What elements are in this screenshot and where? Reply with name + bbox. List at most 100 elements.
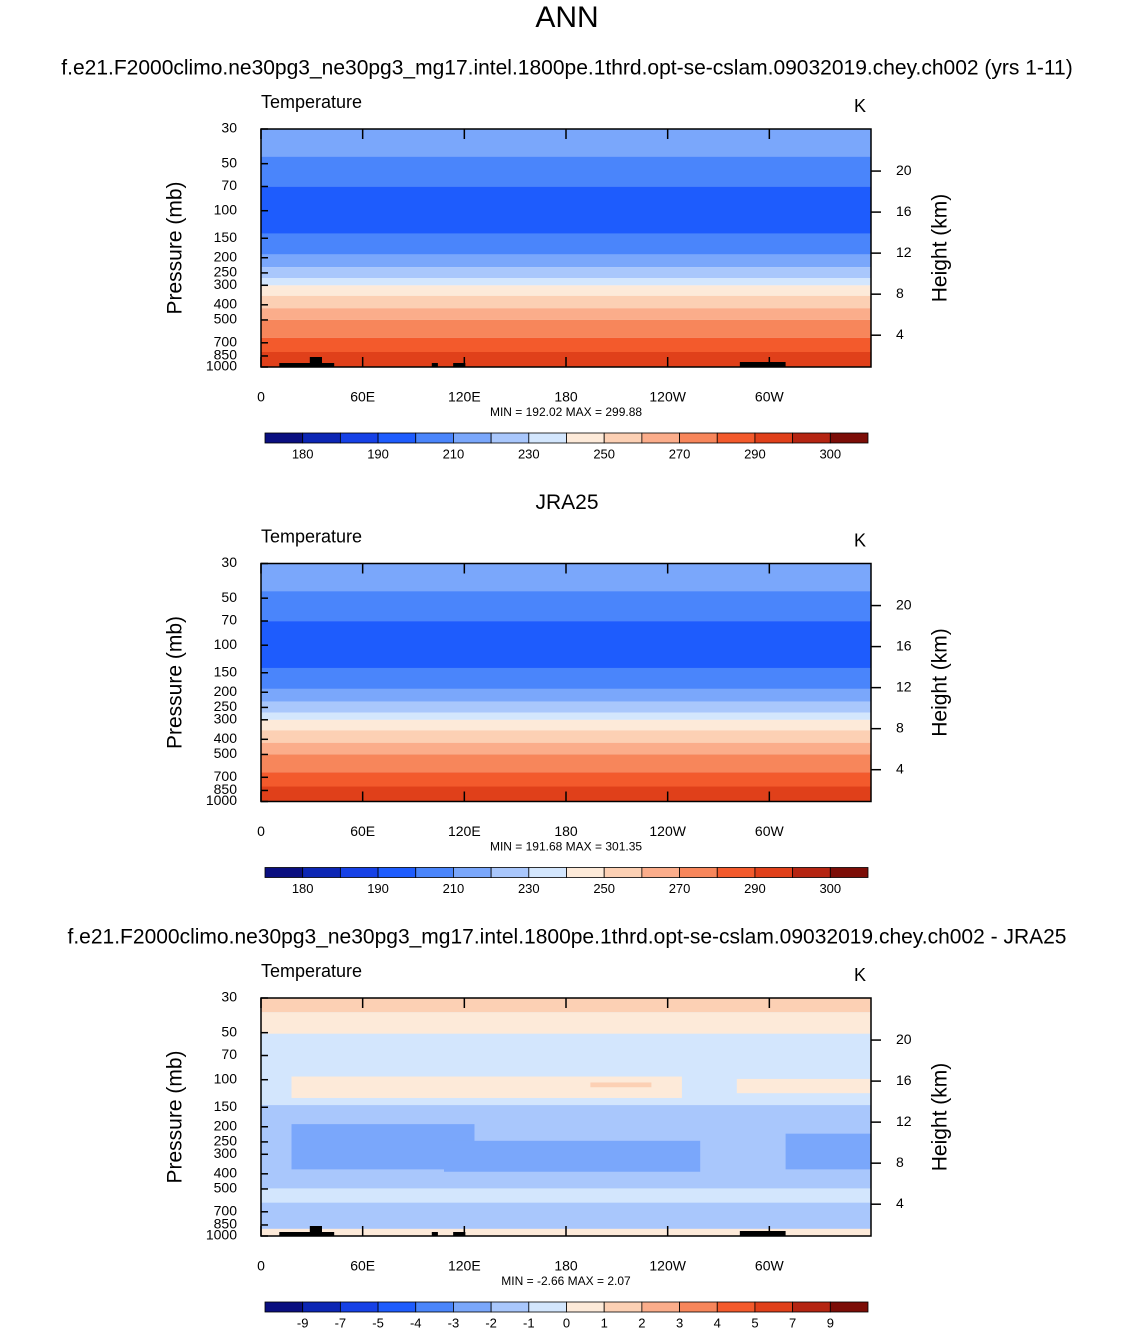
y2-tick-label: 16: [896, 1072, 912, 1088]
y2-tick-label: 4: [896, 1195, 904, 1211]
x-tick-label: 60W: [755, 389, 785, 405]
x-tick-label: 120W: [649, 389, 686, 405]
y-tick-label: 1000: [206, 358, 237, 374]
y-tick-label: 300: [214, 276, 238, 292]
y-tick-label: 1000: [206, 1227, 237, 1243]
colorbar-label: 270: [669, 881, 691, 896]
colorbar-box: [528, 1301, 567, 1313]
units: K: [854, 965, 866, 985]
colorbar-label: -3: [448, 1315, 460, 1330]
terrain: [431, 363, 438, 367]
y-tick-label: 500: [214, 311, 238, 327]
x-tick-label: 120E: [448, 1258, 481, 1274]
colorbar-box: [829, 867, 869, 878]
terrain: [739, 1231, 786, 1236]
colorbar-box: [377, 867, 417, 878]
contour-fill: [261, 337, 871, 353]
colorbar-label: -9: [297, 1315, 309, 1330]
colorbar-label: 190: [367, 446, 389, 461]
colorbar-box: [453, 1301, 492, 1313]
x-tick-label: 60E: [350, 389, 375, 405]
colorbar-box: [339, 867, 379, 878]
colorbar-label: 7: [789, 1315, 796, 1330]
y-tick-label: 50: [221, 1023, 237, 1039]
y-tick-label: 250: [214, 1133, 238, 1149]
colorbar-label: 300: [819, 446, 841, 461]
y-tick-label: 70: [221, 177, 237, 193]
terrain: [309, 1226, 322, 1236]
colorbar-box: [453, 867, 492, 878]
panel-subtitle: Temperature: [261, 961, 362, 981]
contour-fill: [291, 1076, 682, 1098]
x-tick-label: 120W: [649, 1258, 686, 1274]
colorbar-label: -2: [485, 1315, 497, 1330]
y-tick-label: 150: [214, 229, 238, 245]
contour-fill: [261, 156, 871, 187]
contour-fill: [261, 712, 871, 720]
y-tick-label: 200: [214, 1117, 238, 1133]
x-tick-label: 0: [257, 1258, 265, 1274]
x-tick-label: 60W: [755, 1258, 785, 1274]
colorbar-box: [453, 432, 492, 444]
colorbar-box: [302, 432, 341, 444]
panel-subtitle: Temperature: [261, 526, 362, 546]
y-tick-label: 700: [214, 1202, 238, 1218]
colorbar-box: [377, 432, 417, 444]
x-tick-label: 0: [257, 389, 265, 405]
y-axis-label: Pressure (mb): [164, 181, 187, 314]
y-tick-label: 200: [214, 248, 238, 264]
panel-title: f.e21.F2000climo.ne30pg3_ne30pg3_mg17.in…: [68, 926, 1067, 949]
terrain: [309, 357, 322, 367]
y-axis-label: Pressure (mb): [164, 616, 187, 749]
colorbar-label: 210: [443, 446, 465, 461]
colorbar-box: [339, 432, 379, 444]
colorbar-box: [264, 432, 304, 444]
y-tick-label: 400: [214, 730, 238, 746]
y2-tick-label: 20: [896, 1031, 912, 1047]
colorbar-box: [566, 867, 605, 878]
y2-tick-label: 8: [896, 1154, 904, 1170]
y2-tick-label: 16: [896, 203, 912, 219]
y-tick-label: 70: [221, 1046, 237, 1062]
contour-fill: [261, 730, 871, 743]
units: K: [854, 96, 866, 116]
colorbar-box: [264, 1301, 304, 1313]
colorbar-box: [528, 432, 567, 444]
y-tick-label: 400: [214, 296, 238, 312]
terrain: [279, 1232, 335, 1236]
contour-fill: [261, 233, 871, 255]
y2-tick-label: 12: [896, 678, 912, 694]
y-tick-label: 150: [214, 663, 238, 679]
contour-fill: [261, 591, 871, 622]
colorbar-box: [302, 867, 341, 878]
colorbar-label: 230: [518, 446, 540, 461]
contour-fill: [261, 1202, 871, 1229]
y-tick-label: 30: [221, 989, 237, 1005]
colorbar-label: 180: [292, 446, 314, 461]
panel-title: f.e21.F2000climo.ne30pg3_ne30pg3_mg17.in…: [61, 57, 1072, 80]
x-tick-label: 120E: [448, 823, 481, 839]
y-tick-label: 100: [214, 1070, 238, 1086]
colorbar-label: 4: [714, 1315, 721, 1330]
y-tick-label: 700: [214, 768, 238, 784]
y-tick-label: 200: [214, 683, 238, 699]
contour-fill: [590, 1082, 652, 1088]
x-tick-label: 60E: [350, 823, 375, 839]
terrain: [279, 363, 335, 367]
colorbar-box: [490, 432, 530, 444]
contour-fill: [261, 1012, 871, 1034]
colorbar-label: -5: [372, 1315, 384, 1330]
y2-tick-label: 8: [896, 285, 904, 301]
y2-tick-label: 20: [896, 162, 912, 178]
x-tick-label: 60W: [755, 823, 785, 839]
colorbar-box: [716, 867, 756, 878]
colorbar-box: [679, 867, 718, 878]
y-tick-label: 50: [221, 589, 237, 605]
contour-fill: [261, 701, 871, 713]
y-tick-label: 30: [221, 120, 237, 136]
stats: MIN = -2.66 MAX = 2.07: [501, 1274, 631, 1288]
contour-fill: [261, 688, 871, 702]
contour-fill: [785, 1133, 871, 1170]
x-tick-label: 180: [554, 1258, 578, 1274]
